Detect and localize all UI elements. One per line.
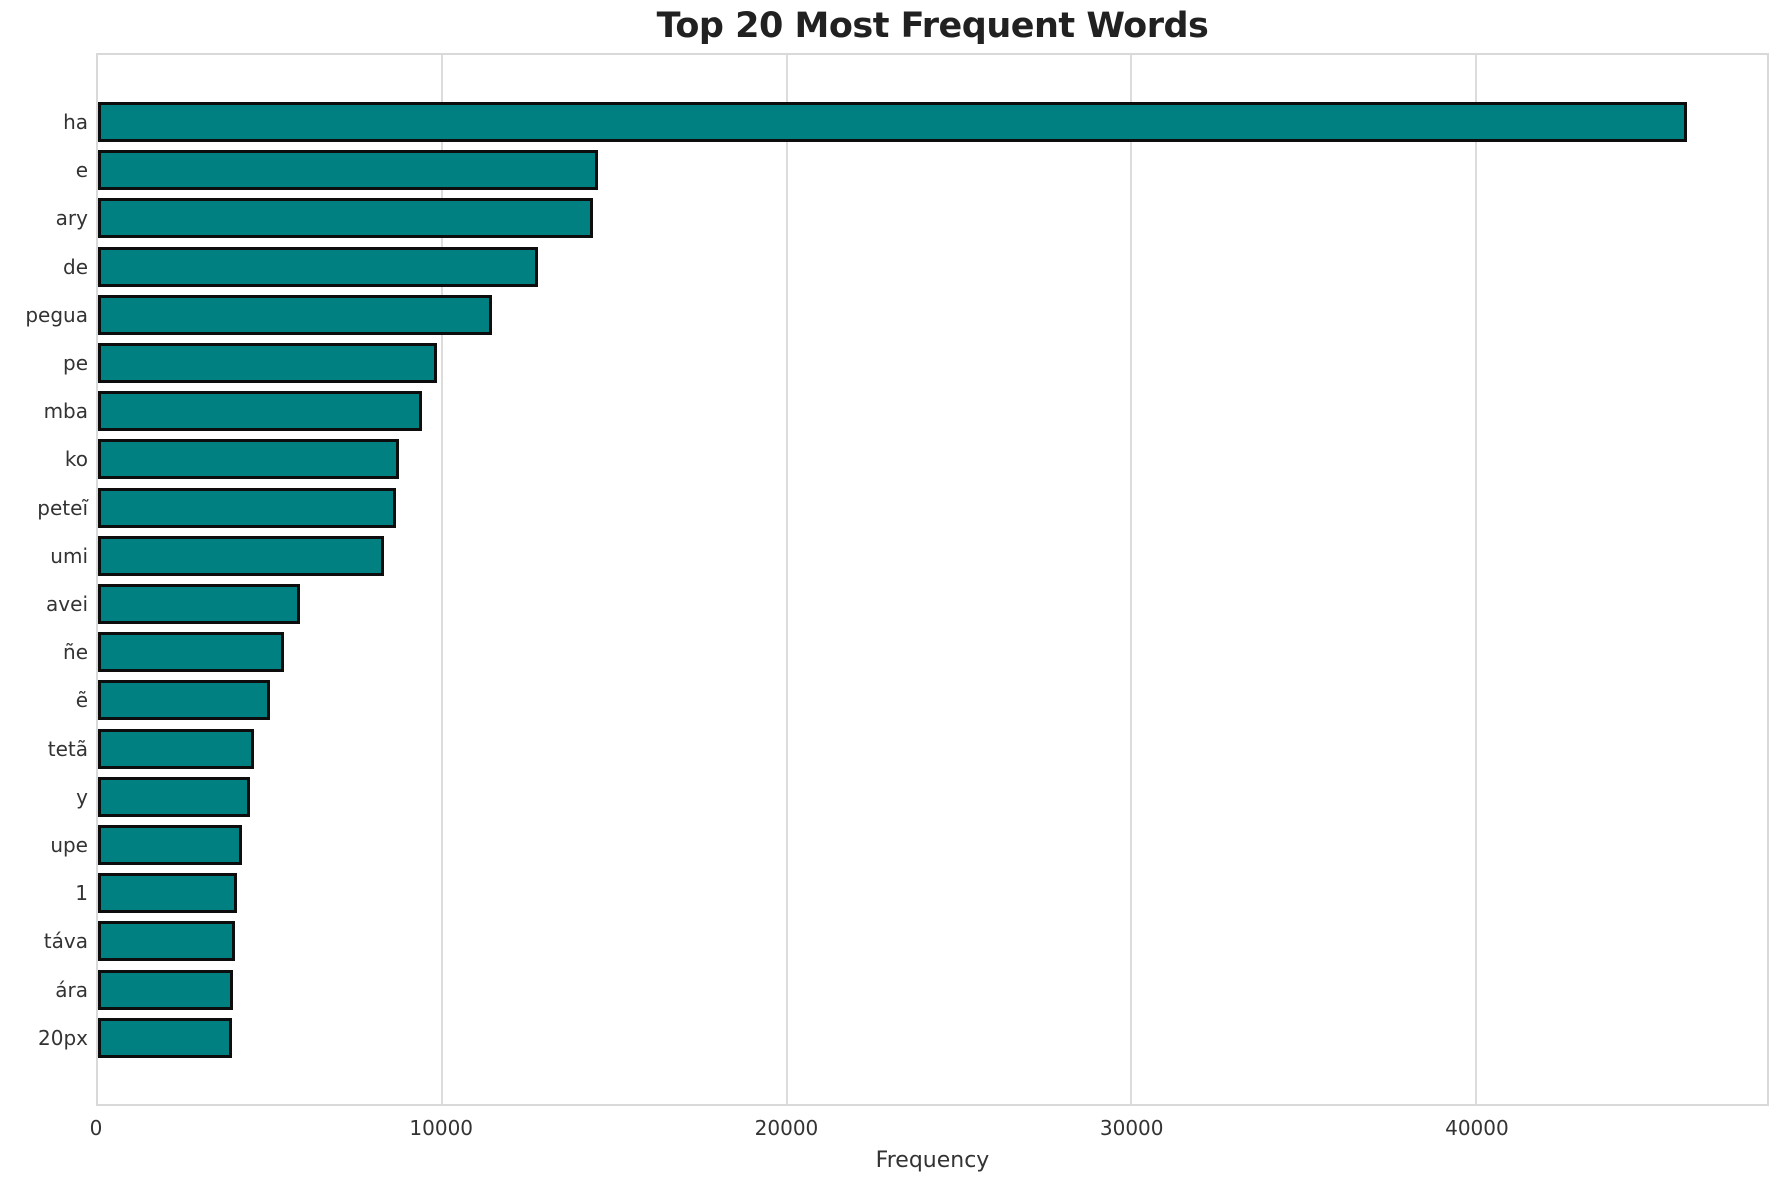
bar-ko (98, 439, 400, 480)
bar-row: pe (63, 343, 1767, 384)
y-tick-label: ha (63, 110, 88, 134)
bar-pegua (98, 294, 492, 335)
bar-row: ha (63, 102, 1767, 142)
bar-avei (98, 584, 300, 625)
bar-row: ẽ (76, 680, 1767, 721)
gridline-30000 (1130, 55, 1133, 1104)
y-tick-label: 20px (38, 1025, 88, 1050)
bar-row: 20px (38, 1017, 1767, 1058)
chart-title: Top 20 Most Frequent Words (656, 6, 1209, 46)
bar-row: 1 (75, 873, 1767, 914)
y-tick-label: mba (43, 399, 88, 424)
bar-mba (98, 391, 422, 432)
bar-row: upe (50, 825, 1767, 866)
y-tick-label: e (75, 158, 88, 183)
x-axis-label: Frequency (875, 1148, 990, 1173)
gridline-40000 (1474, 55, 1477, 1104)
bar-row: peteĩ (37, 487, 1767, 528)
bar-row: tetã (48, 728, 1767, 769)
bar-row: ary (56, 198, 1767, 239)
bar-row: ko (65, 439, 1767, 480)
y-tick-label: umi (50, 543, 88, 568)
y-tick-label: ẽ (75, 688, 88, 713)
y-tick-label: y (76, 784, 88, 809)
bar-y (98, 776, 251, 817)
y-tick-label: pe (63, 351, 88, 376)
y-tick-label: pegua (25, 302, 88, 327)
gridline-20000 (785, 55, 788, 1104)
gridline-10000 (441, 55, 444, 1104)
bar-row: umi (50, 535, 1767, 576)
bar-de (98, 246, 538, 287)
y-tick-label: peteĩ (37, 495, 88, 520)
bar-pe (98, 343, 438, 384)
y-tick-label: ko (64, 447, 88, 472)
y-tick-label: ary (55, 206, 88, 231)
bar-row: y (76, 776, 1767, 817)
y-tick-label: ñe (63, 640, 88, 665)
bar-e (98, 150, 599, 191)
bar-upe (98, 825, 242, 866)
bar-ñe (98, 632, 284, 673)
bar-tetã (98, 728, 255, 769)
bar-rows: ha e ary de pegua pe mba ko peteĩ umi avei ñe ẽ tetã y… (25, 102, 1767, 1058)
y-tick-label: de (63, 254, 88, 279)
bar-row: ára (55, 969, 1767, 1010)
x-tick-label: 0 (89, 1116, 103, 1140)
plot-area: ha e ary de pegua pe mba ko peteĩ umi avei ñe ẽ tetã y… (25, 53, 1769, 1106)
bar-row: táva (44, 921, 1767, 962)
bar-ary (98, 198, 594, 239)
bar-ẽ (98, 680, 270, 721)
y-tick-label: tetã (47, 736, 88, 761)
y-tick-label: avei (46, 592, 88, 617)
bar-ha (98, 102, 1688, 142)
y-tick-label: upe (50, 833, 88, 858)
bar-row: ñe (63, 632, 1767, 673)
y-tick-label: 1 (75, 881, 88, 906)
bar-táva (98, 921, 236, 962)
x-tick-label: 40000 (1445, 1116, 1509, 1140)
bar-row: avei (46, 584, 1767, 625)
bar-ára (98, 969, 234, 1010)
bar-row: de (63, 246, 1767, 287)
bar-peteĩ (98, 487, 397, 528)
y-tick-label: ára (55, 977, 88, 1002)
bar-row: e (76, 150, 1767, 191)
x-axis: 0 10000 20000 30000 40000 (90, 1116, 1769, 1144)
bar-20px (98, 1017, 232, 1058)
bar-row: pegua (25, 294, 1767, 335)
y-tick-label: táva (43, 929, 88, 954)
x-tick-label: 20000 (754, 1116, 819, 1140)
x-tick-label: 30000 (1099, 1116, 1164, 1140)
bar-umi (98, 535, 384, 576)
bar-row: mba (44, 391, 1767, 432)
bar-1 (98, 873, 238, 914)
x-tick-label: 10000 (409, 1116, 474, 1140)
